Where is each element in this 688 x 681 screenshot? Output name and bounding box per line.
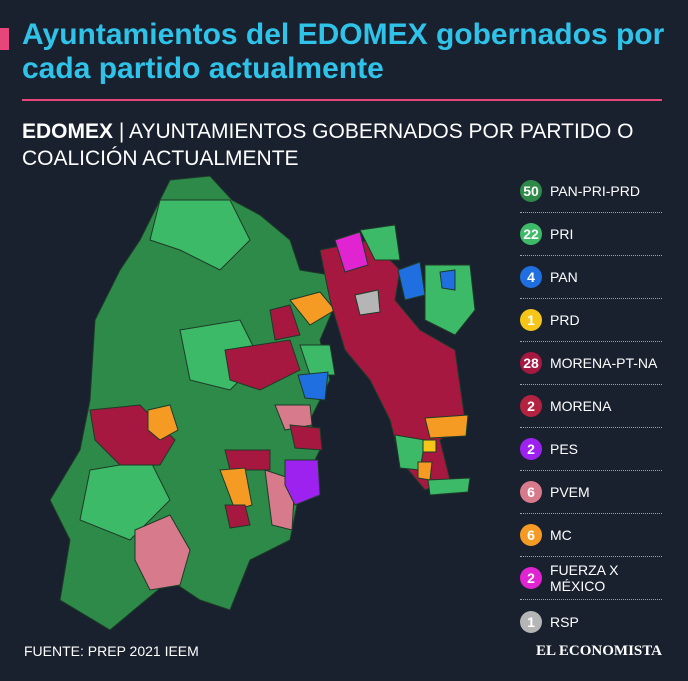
region [147,404,179,441]
region [299,344,336,376]
legend-count: 50 [520,180,542,202]
legend-label: MORENA-PT-NA [550,355,658,371]
region [284,459,321,506]
legend-item: 1 RSP [520,600,662,643]
legend-item: 1 PRD [520,299,662,342]
region [269,304,301,341]
region [219,467,253,511]
legend-label: PES [550,441,579,457]
subtitle-text: | AYUNTAMIENTOS GOBERNADOS POR PARTIDO O… [22,120,634,170]
region [354,289,381,316]
legend-label: MC [550,527,572,543]
legend-count: 2 [520,567,542,589]
brand: EL ECONOMISTA [536,643,662,659]
legend-item: 28 MORENA-PT-NA [520,342,662,385]
region [397,261,426,301]
region [224,339,301,391]
region [417,461,433,481]
legend-label: FUERZA X MÉXICO [550,562,619,594]
legend-count: 6 [520,481,542,503]
legend-label: RSP [550,613,579,630]
source: FUENTE: PREP 2021 IEEM [24,643,199,659]
legend-label: PVEM [550,484,590,500]
region [424,264,476,336]
region [439,269,456,291]
legend-label: PAN-PRI-PRD [550,183,640,199]
legend-item: 2 FUERZA X MÉXICO [520,557,662,600]
legend-count: 2 [520,438,542,460]
title: Ayuntamientos del EDOMEX gobernados por … [22,18,665,85]
legend-item: 6 PVEM [520,471,662,514]
region [224,449,271,471]
title-rule [22,99,662,101]
legend-item: 50 PAN-PRI-PRD [520,170,662,213]
legend-count: 22 [520,223,542,245]
subtitle-bold: EDOMEX [22,120,114,143]
legend-item: 4 PAN [520,256,662,299]
legend-item: 6 MC [520,514,662,557]
legend-label: PRI [550,226,574,242]
region [427,477,471,496]
region [289,424,323,451]
legend: 50 PAN-PRI-PRD 22 PRI 4 PAN 1 PRD 28 MORENA-PT-NA… [520,170,662,643]
legend-count: 1 [520,610,542,633]
legend-label: PRD [550,312,580,328]
legend-count: 1 [520,309,542,331]
region [422,439,437,453]
legend-count: 6 [520,524,542,546]
region [334,231,369,273]
legend-count: 28 [520,352,542,374]
legend-count: 4 [520,266,542,288]
legend-item: 2 MORENA [520,385,662,428]
legend-label: PAN [550,269,578,285]
region [274,404,313,431]
accent-mark [0,28,9,50]
region [224,504,251,529]
region [134,514,191,591]
region [297,371,329,401]
legend-item: 2 PES [520,428,662,471]
region [149,199,251,271]
legend-item: 22 PRI [520,213,662,256]
subtitle: EDOMEX | AYUNTAMIENTOS GOBERNADOS POR PA… [22,118,662,172]
legend-label: MORENA [550,398,612,414]
legend-count: 2 [520,395,542,417]
region [359,224,401,261]
region [424,414,469,439]
